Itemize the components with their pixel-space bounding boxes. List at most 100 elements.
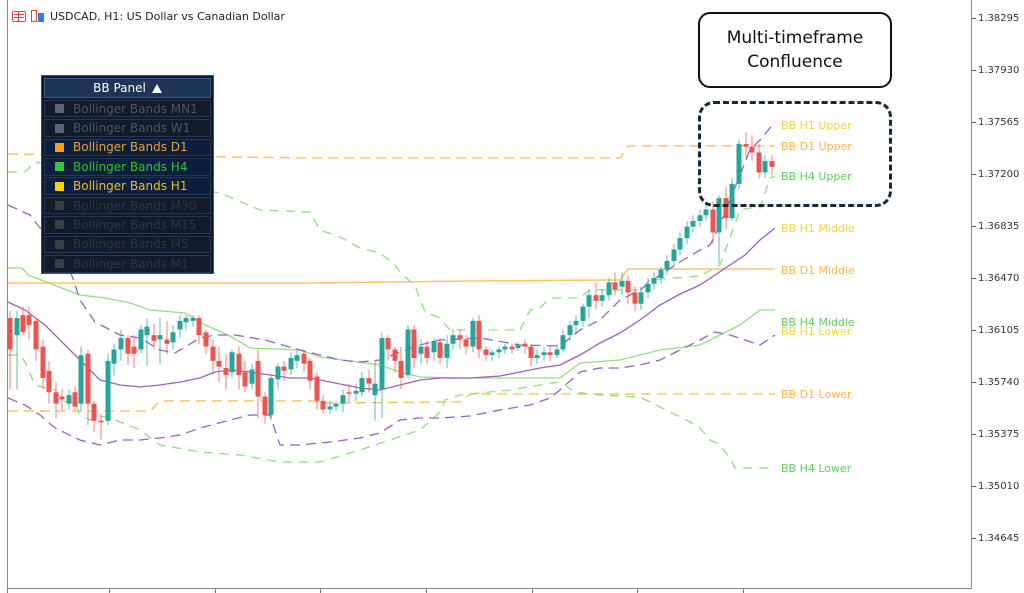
bb-panel-header[interactable]: BB Panel (44, 78, 211, 98)
checkbox-swatch-icon[interactable] (55, 239, 64, 249)
bull-candle (353, 390, 359, 394)
bull-candle (183, 318, 189, 323)
bull-candle (762, 161, 768, 173)
bear-candle (125, 338, 131, 354)
checkbox-swatch-icon[interactable] (55, 181, 64, 191)
bull-candle (684, 226, 690, 239)
bb-toggle-label: Bollinger Bands M15 (73, 217, 197, 232)
bull-candle (638, 292, 644, 304)
bear-candle (301, 353, 307, 364)
bear-candle (625, 280, 631, 293)
bear-candle (33, 320, 39, 350)
checkbox-swatch-icon[interactable] (55, 123, 64, 133)
bear-candle (612, 282, 618, 290)
bb-toggle-m1[interactable]: Bollinger Bands M1 (44, 255, 211, 273)
bull-candle (444, 343, 450, 359)
bear-candle (710, 209, 716, 233)
checkbox-swatch-icon[interactable] (55, 220, 64, 230)
bull-candle (489, 352, 495, 356)
bull-candle (144, 326, 150, 336)
bull-candle (677, 238, 683, 250)
price-tick: 1.35375 (972, 429, 1019, 440)
bear-candle (40, 346, 46, 378)
bb-toggle-m30[interactable]: Bollinger Bands M30 (44, 196, 211, 215)
bull-candle (567, 325, 573, 336)
price-tick: 1.37930 (972, 65, 1019, 76)
bull-candle (560, 335, 566, 350)
bull-candle (340, 395, 346, 404)
checkbox-swatch-icon[interactable] (55, 162, 64, 172)
bear-candle (483, 349, 489, 356)
bull-candle (729, 183, 735, 219)
bear-candle (437, 342, 443, 359)
bb-h4-lower-line (8, 354, 775, 469)
bull-candle (573, 320, 579, 326)
price-tick: 1.37565 (972, 117, 1019, 128)
bear-candle (769, 161, 775, 167)
chart-area[interactable] (7, 0, 972, 589)
price-chart[interactable] (0, 0, 972, 589)
bear-candle (411, 329, 417, 359)
bear-candle (20, 315, 26, 333)
bear-candle (7, 318, 13, 350)
bear-candle (522, 343, 528, 347)
bb-toggle-d1[interactable]: Bollinger Bands D1 (44, 138, 211, 157)
bull-candle (327, 406, 333, 410)
bear-candle (281, 366, 287, 371)
bb-toggle-w1[interactable]: Bollinger Bands W1 (44, 119, 211, 137)
bull-candle (658, 269, 664, 279)
bull-candle (190, 318, 196, 321)
bb-toggle-label: Bollinger Bands H1 (73, 179, 188, 194)
bear-candle (509, 346, 515, 350)
price-tick: 1.36105 (972, 325, 1019, 336)
bb-panel-title: BB Panel (93, 81, 146, 95)
price-axis[interactable]: 1.38295 1.37930 1.37565 1.37200 1.36835 … (972, 0, 1024, 589)
bull-candle (736, 143, 742, 184)
bb-toggle-mn1[interactable]: Bollinger Bands MN1 (44, 99, 211, 118)
bear-candle (216, 360, 222, 367)
bull-candle (690, 220, 696, 227)
bear-candle (547, 352, 553, 356)
band-label: BB D1 Lower (781, 388, 852, 401)
objects-icon[interactable] (31, 10, 45, 22)
bear-candle (457, 335, 463, 340)
bear-candle (255, 360, 261, 397)
bb-toggle-label: Bollinger Bands M30 (73, 198, 197, 213)
list-icon[interactable] (12, 10, 26, 22)
checkbox-swatch-icon[interactable] (55, 104, 64, 114)
bull-candle (379, 338, 385, 390)
bear-candle (723, 198, 729, 219)
bb-toggle-h1[interactable]: Bollinger Bands H1 (44, 177, 211, 195)
bull-candle (534, 355, 540, 359)
bull-candle (170, 332, 176, 343)
bear-candle (476, 320, 482, 350)
bb-toggle-label: Bollinger Bands M1 (73, 256, 189, 271)
bear-candle (210, 346, 216, 361)
bull-candle (229, 352, 235, 373)
checkbox-swatch-icon[interactable] (55, 201, 64, 211)
bear-candle (593, 295, 599, 301)
bull-candle (671, 249, 677, 261)
bb-toggle-m15[interactable]: Bollinger Bands M15 (44, 216, 211, 234)
checkbox-swatch-icon[interactable] (55, 259, 64, 269)
bear-candle (223, 367, 229, 376)
time-axis[interactable] (7, 589, 972, 593)
triangle-up-icon[interactable] (151, 83, 162, 93)
bb-d1-middle-line (8, 268, 775, 284)
bb-h4-middle-line (8, 267, 775, 379)
bull-candle (697, 215, 703, 221)
bull-candle (372, 383, 378, 396)
bull-candle (177, 320, 183, 330)
bear-candle (424, 346, 430, 359)
band-label: BB D1 Middle (781, 264, 855, 277)
bear-candle (196, 318, 202, 336)
bull-candle (580, 306, 586, 321)
bb-h4-upper-line (8, 161, 776, 331)
checkbox-swatch-icon[interactable] (55, 142, 64, 152)
bull-candle (619, 280, 625, 287)
bb-toggle-m5[interactable]: Bollinger Bands M5 (44, 235, 211, 254)
bb-toggle-h4[interactable]: Bollinger Bands H4 (44, 158, 211, 176)
bear-candle (632, 292, 638, 304)
bull-candle (470, 320, 476, 347)
bear-candle (46, 370, 52, 393)
